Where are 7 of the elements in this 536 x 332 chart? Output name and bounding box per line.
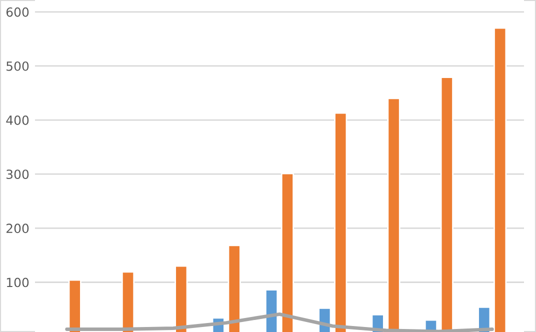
y-tick-label: 200 xyxy=(6,224,29,234)
line-series xyxy=(65,312,494,332)
y-tick-label: 400 xyxy=(6,116,29,125)
y-tick-label: 300 xyxy=(6,170,29,180)
y-tick-label: 600 xyxy=(6,7,29,17)
y-tick-label: 500 xyxy=(6,61,29,71)
y-tick-label: 100 xyxy=(6,278,29,288)
